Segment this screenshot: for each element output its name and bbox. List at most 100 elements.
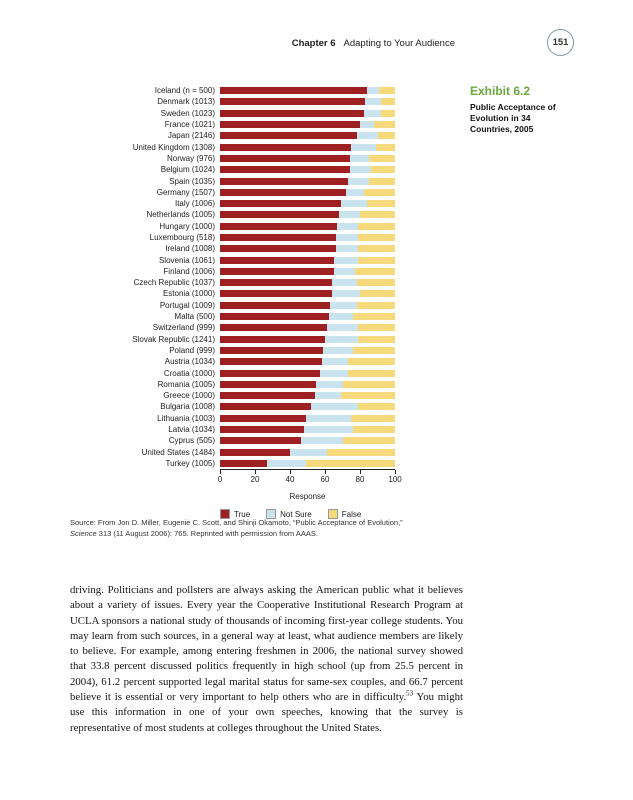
stacked-bar <box>220 358 395 366</box>
tick-label: 40 <box>285 475 295 485</box>
country-label: Cyprus (505) <box>168 436 215 446</box>
chart-row: Portugal (1009) <box>95 300 435 311</box>
bar-segment-not-sure <box>335 234 359 241</box>
bar-segment-false <box>326 448 395 456</box>
evolution-acceptance-chart: Iceland (n = 500) Denmark (1013) Sweden (1… <box>95 85 435 520</box>
stacked-bar <box>220 98 395 106</box>
stacked-bar <box>220 414 395 422</box>
bar-segment-not-sure <box>300 437 343 445</box>
bar-segment-true <box>220 279 332 287</box>
stacked-bar <box>220 121 395 129</box>
chart-row: Austria (1034) <box>95 356 435 367</box>
bar-segment-not-sure <box>325 335 359 343</box>
bar-segment-false <box>379 87 395 95</box>
bar-segment-not-sure <box>337 222 359 230</box>
chart-row: United States (1484) <box>95 447 435 458</box>
stacked-bar <box>220 459 395 467</box>
body-text-2: You might use this information in one of… <box>70 691 463 734</box>
bar-segment-not-sure <box>305 414 352 422</box>
bar-segment-false <box>358 256 395 264</box>
bar-segment-false <box>363 188 395 196</box>
bar-segment-not-sure <box>316 380 343 388</box>
country-label: Malta (500) <box>174 312 215 322</box>
stacked-bar <box>220 279 395 287</box>
country-label: Slovak Republic (1241) <box>132 334 215 344</box>
tick-label: 60 <box>320 475 330 485</box>
chart-row: Iceland (n = 500) <box>95 85 435 96</box>
bar-segment-true <box>220 166 350 174</box>
bar-segment-true <box>220 154 350 162</box>
stacked-bar <box>220 132 395 140</box>
stacked-bar <box>220 346 395 354</box>
bar-segment-true <box>220 211 339 219</box>
bar-segment-false <box>358 335 395 343</box>
chart-row: Italy (1006) <box>95 198 435 209</box>
country-label: Slovenia (1061) <box>158 255 215 265</box>
stacked-bar <box>220 290 395 298</box>
tick-label: 100 <box>388 475 402 485</box>
bar-segment-not-sure <box>323 346 353 354</box>
stacked-bar <box>220 392 395 400</box>
stacked-bar <box>220 256 395 264</box>
bar-segment-true <box>220 301 331 309</box>
bar-segment-not-sure <box>314 392 341 400</box>
bar-segment-true <box>220 403 311 411</box>
bar-segment-true <box>220 358 322 366</box>
bar-segment-true <box>220 87 367 95</box>
stacked-bar <box>220 166 395 174</box>
body-paragraph: driving. Politicians and pollsters are a… <box>70 583 463 736</box>
source-journal-name: Science <box>70 528 97 538</box>
country-label: Latvia (1034) <box>168 425 215 435</box>
chart-row: Cyprus (505) <box>95 435 435 446</box>
chart-row: Slovenia (1061) <box>95 254 435 265</box>
chart-row: France (1021) <box>95 119 435 130</box>
bar-segment-false <box>368 154 395 162</box>
country-label: Finland (1006) <box>163 266 215 276</box>
country-label: Lithuania (1003) <box>157 413 215 423</box>
chart-legend: True Not Sure False <box>220 509 420 520</box>
bar-segment-true <box>220 324 327 332</box>
footnote-marker: 53 <box>406 689 414 698</box>
country-label: Japan (2146) <box>167 131 215 141</box>
bar-segment-not-sure <box>356 132 378 140</box>
bar-segment-false <box>358 324 395 332</box>
stacked-bar <box>220 369 395 377</box>
bar-segment-true <box>220 98 366 106</box>
bar-segment-true <box>220 459 268 467</box>
running-header: Chapter 6 Adapting to Your Audience <box>292 38 455 49</box>
bar-segment-not-sure <box>340 200 367 208</box>
legend-swatch <box>266 509 277 520</box>
source-text-2: 313 (11 August 2006): 765. Reprinted wit… <box>96 528 318 538</box>
country-label: Sweden (1023) <box>160 108 215 118</box>
bar-segment-true <box>220 414 306 422</box>
bar-segment-false <box>370 166 395 174</box>
source-note: Source: From Jon D. Miller, Eugenie C. S… <box>70 518 408 539</box>
stacked-bar <box>220 448 395 456</box>
stacked-bar <box>220 324 395 332</box>
chart-row: Switzerland (999) <box>95 322 435 333</box>
bar-segment-true <box>220 188 346 196</box>
country-label: Italy (1006) <box>174 199 215 209</box>
country-label: Croatia (1000) <box>163 368 215 378</box>
chart-row: Germany (1507) <box>95 187 435 198</box>
chart-row: Ireland (1008) <box>95 243 435 254</box>
bar-segment-true <box>220 335 325 343</box>
bar-segment-not-sure <box>367 87 380 95</box>
bar-segment-not-sure <box>330 301 357 309</box>
stacked-bar <box>220 222 395 230</box>
x-axis-ticks: 0 20 40 60 80 100 <box>218 474 402 485</box>
chart-row: Netherlands (1005) <box>95 209 435 220</box>
bar-segment-false <box>358 403 395 411</box>
stacked-bar <box>220 188 395 196</box>
source-text-1: Source: From Jon D. Miller, Eugenie C. S… <box>70 518 403 527</box>
bar-segment-true <box>220 290 332 298</box>
bar-segment-true <box>220 245 336 253</box>
country-label: Luxembourg (518) <box>149 233 215 242</box>
legend-label: Not Sure <box>280 509 312 519</box>
bar-segment-not-sure <box>346 188 364 196</box>
country-label: United States (1484) <box>141 447 215 457</box>
bar-segment-false <box>367 200 395 208</box>
bar-segment-not-sure <box>304 426 353 434</box>
country-label: Norway (976) <box>166 153 215 163</box>
stacked-bar <box>220 267 395 275</box>
